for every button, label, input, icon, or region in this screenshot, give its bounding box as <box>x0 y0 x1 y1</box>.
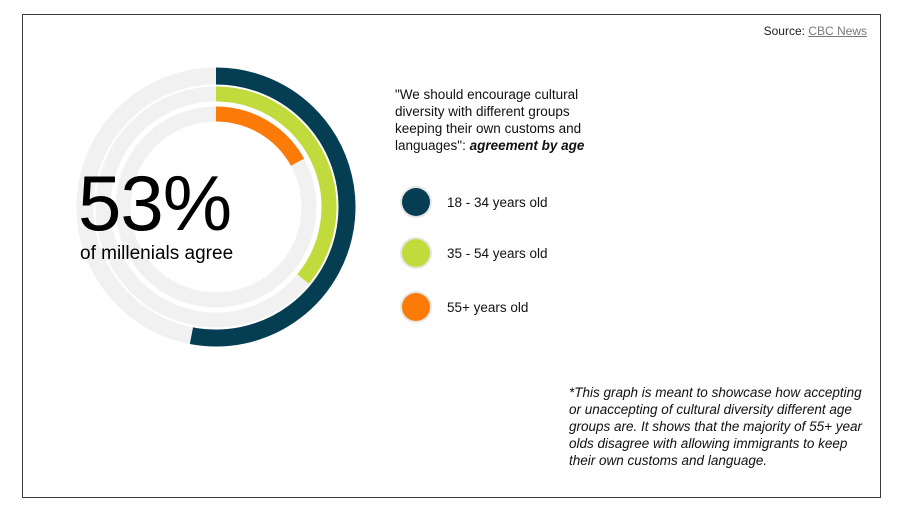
chart-title: "We should encourage cultural diversity … <box>395 86 600 154</box>
chart-arcs <box>189 67 356 347</box>
source-credit: Source: CBC News <box>764 24 867 38</box>
source-prefix: Source: <box>763 24 809 38</box>
legend-item-35-54: 35 - 54 years old <box>402 237 548 269</box>
arc-35-54 <box>215 86 337 284</box>
quote-emphasis: agreement by age <box>469 138 585 153</box>
slide-frame <box>22 14 881 498</box>
legend-item-18-34: 18 - 34 years old <box>402 186 548 218</box>
legend-swatch <box>402 293 430 321</box>
legend-label: 35 - 54 years old <box>447 245 548 261</box>
legend-label: 55+ years old <box>447 299 529 315</box>
footnote: *This graph is meant to showcase how acc… <box>569 385 863 468</box>
legend-label: 18 - 34 years old <box>447 194 548 210</box>
legend-item-55-plus: 55+ years old <box>402 291 528 323</box>
headline-percentage: 53% <box>78 159 232 247</box>
headline-subtitle: of millenials agree <box>80 243 234 264</box>
arc-55-plus <box>215 106 305 166</box>
source-link[interactable]: CBC News <box>808 24 867 38</box>
legend-swatch <box>402 239 430 267</box>
arc-18-34 <box>189 67 356 347</box>
quote-text: "We should encourage cultural diversity … <box>395 87 582 153</box>
legend-swatch <box>402 188 430 216</box>
